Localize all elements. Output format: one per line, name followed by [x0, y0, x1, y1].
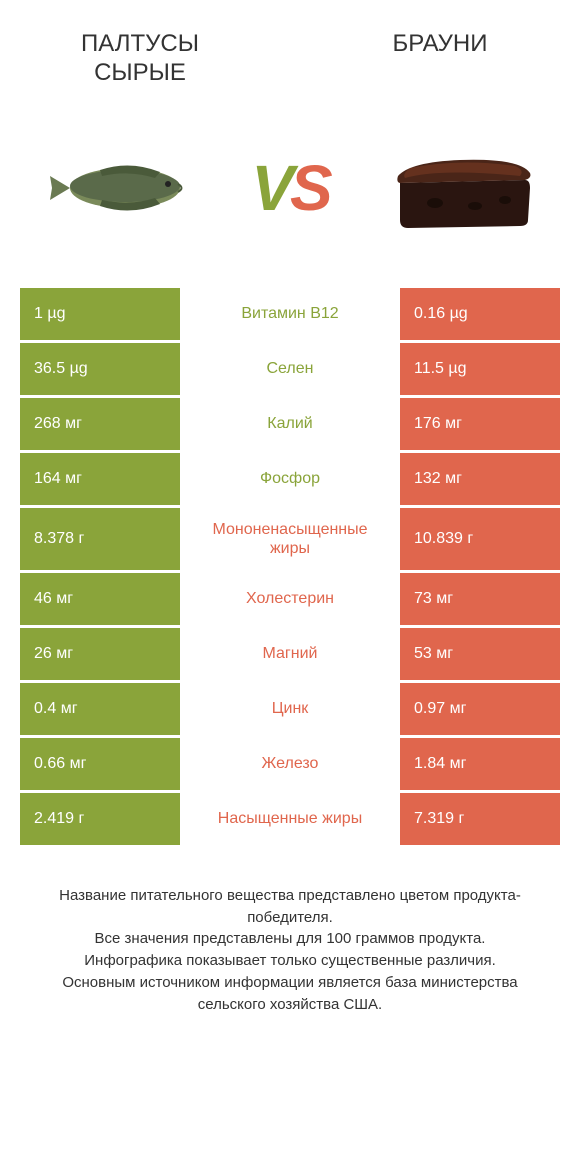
brownie-icon: [380, 138, 540, 238]
table-row: 2.419 гНасыщенные жиры7.319 г: [20, 793, 560, 845]
right-value: 73 мг: [400, 573, 560, 625]
right-value: 132 мг: [400, 453, 560, 505]
nutrient-label: Фосфор: [180, 453, 400, 505]
footer-line-4: Основным источником информации является …: [30, 972, 550, 1016]
right-value: 53 мг: [400, 628, 560, 680]
left-value: 0.4 мг: [20, 683, 180, 735]
left-value: 26 мг: [20, 628, 180, 680]
nutrient-label: Железо: [180, 738, 400, 790]
right-value: 0.16 µg: [400, 288, 560, 340]
table-row: 1 µgВитамин B120.16 µg: [20, 288, 560, 340]
left-value: 0.66 мг: [20, 738, 180, 790]
nutrient-label: Насыщенные жиры: [180, 793, 400, 845]
footer-line-1: Название питательного вещества представл…: [30, 885, 550, 929]
right-value: 11.5 µg: [400, 343, 560, 395]
header: ПАЛТУСЫ СЫРЫЕ БРАУНИ: [0, 0, 580, 98]
right-product-title: БРАУНИ: [340, 30, 540, 88]
right-product-image: [380, 138, 540, 238]
left-product-title: ПАЛТУСЫ СЫРЫЕ: [40, 30, 240, 88]
table-row: 164 мгФосфор132 мг: [20, 453, 560, 505]
left-product-image: [40, 138, 200, 238]
footer-line-2: Все значения представлены для 100 граммо…: [30, 928, 550, 950]
left-value: 36.5 µg: [20, 343, 180, 395]
halibut-fish-icon: [40, 148, 200, 228]
table-row: 0.66 мгЖелезо1.84 мг: [20, 738, 560, 790]
footer-line-3: Инфографика показывает только существенн…: [30, 950, 550, 972]
nutrient-label: Цинк: [180, 683, 400, 735]
nutrient-label: Селен: [180, 343, 400, 395]
left-value: 8.378 г: [20, 508, 180, 570]
left-value: 1 µg: [20, 288, 180, 340]
nutrient-label: Магний: [180, 628, 400, 680]
nutrient-label: Витамин B12: [180, 288, 400, 340]
left-value: 164 мг: [20, 453, 180, 505]
left-value: 268 мг: [20, 398, 180, 450]
table-row: 46 мгХолестерин73 мг: [20, 573, 560, 625]
right-value: 10.839 г: [400, 508, 560, 570]
nutrient-label: Холестерин: [180, 573, 400, 625]
right-value: 7.319 г: [400, 793, 560, 845]
left-value: 46 мг: [20, 573, 180, 625]
vs-section: VS: [0, 98, 580, 288]
footer-notes: Название питательного вещества представл…: [0, 845, 580, 1036]
left-value: 2.419 г: [20, 793, 180, 845]
table-row: 36.5 µgСелен11.5 µg: [20, 343, 560, 395]
comparison-table: 1 µgВитамин B120.16 µg36.5 µgСелен11.5 µ…: [20, 288, 560, 845]
nutrient-label: Калий: [180, 398, 400, 450]
right-value: 1.84 мг: [400, 738, 560, 790]
table-row: 26 мгМагний53 мг: [20, 628, 560, 680]
right-value: 0.97 мг: [400, 683, 560, 735]
table-row: 8.378 гМононенасыщенные жиры10.839 г: [20, 508, 560, 570]
nutrient-label: Мононенасыщенные жиры: [180, 508, 400, 570]
table-row: 0.4 мгЦинк0.97 мг: [20, 683, 560, 735]
table-row: 268 мгКалий176 мг: [20, 398, 560, 450]
vs-label: VS: [251, 151, 328, 225]
right-value: 176 мг: [400, 398, 560, 450]
